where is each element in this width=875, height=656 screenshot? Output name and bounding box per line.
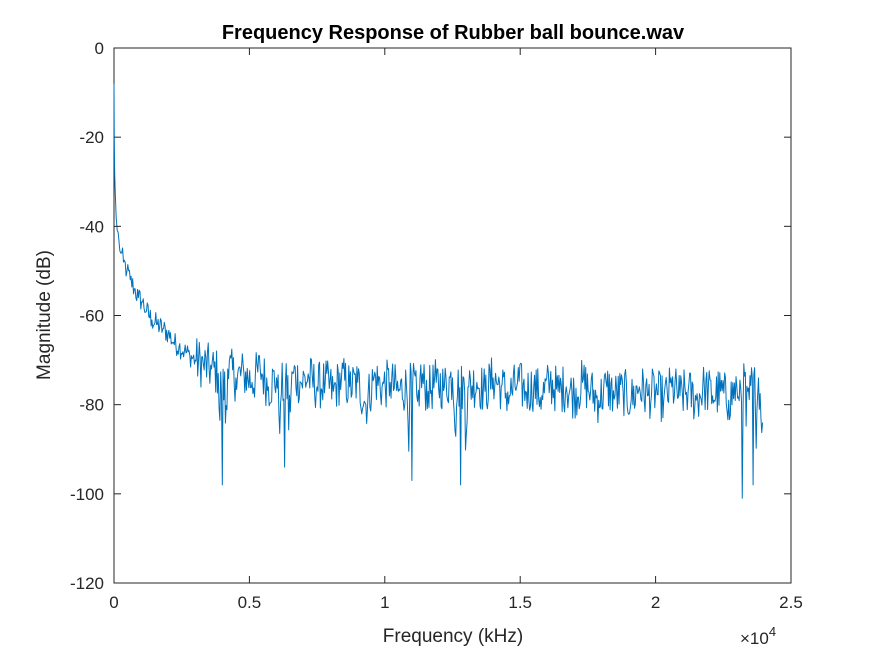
series-line <box>113 83 764 499</box>
plot-area: 0 0.5 1 1.5 2 2.5 0 -20 -40 -60 -80 -100 -120 <box>70 39 803 612</box>
x-axis-label: Frequency (kHz) <box>383 626 523 647</box>
x-tick-label: 1.5 <box>508 593 532 612</box>
x-tick-label: 1 <box>380 593 389 612</box>
y-tick-label: -100 <box>70 485 104 504</box>
x-axis-exponent-base: ×10 <box>740 629 769 648</box>
y-tick-label: -20 <box>79 128 104 147</box>
y-axis-label: Magnitude (dB) <box>34 250 55 380</box>
x-tick-label: 0.5 <box>238 593 262 612</box>
series-layer <box>113 83 764 499</box>
x-tick-label: 0 <box>109 593 118 612</box>
x-axis-exponent: ×104 <box>740 624 776 648</box>
y-tick-label: -80 <box>79 396 104 415</box>
y-axis-ticks: 0 -20 -40 -60 -80 -100 -120 <box>70 39 791 593</box>
x-tick-label: 2.5 <box>779 593 803 612</box>
chart-title: Frequency Response of Rubber ball bounce… <box>222 22 685 44</box>
y-tick-label: -120 <box>70 574 104 593</box>
x-tick-label: 2 <box>651 593 660 612</box>
y-tick-label: -60 <box>79 307 104 326</box>
y-tick-label: 0 <box>95 39 104 58</box>
x-axis-exponent-power: 4 <box>769 624 776 639</box>
y-tick-label: -40 <box>79 217 104 236</box>
axes-box <box>113 47 792 584</box>
x-axis-ticks: 0 0.5 1 1.5 2 2.5 <box>109 48 803 612</box>
